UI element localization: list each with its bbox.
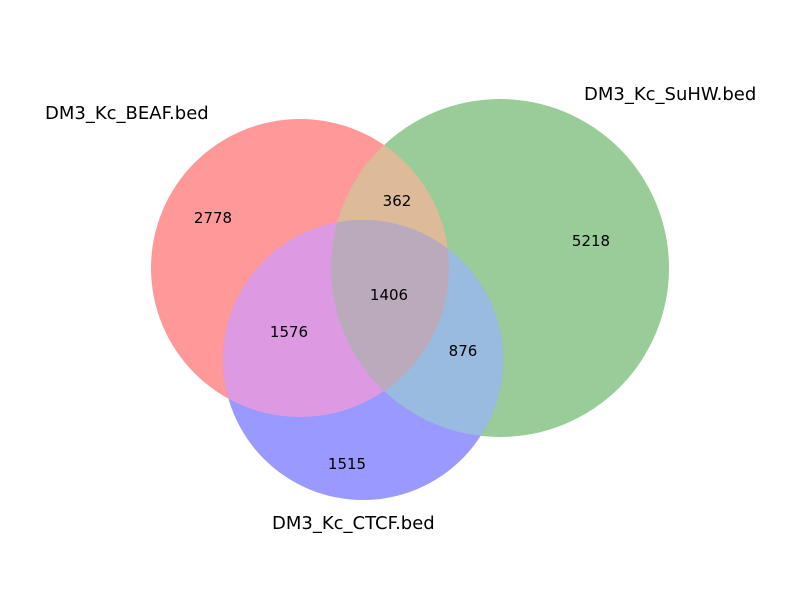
set-label-beaf: DM3_Kc_BEAF.bed [45,103,209,124]
count-beaf-only: 2778 [194,209,232,227]
set-label-ctcf: DM3_Kc_CTCF.bed [272,513,435,534]
count-all-three: 1406 [370,286,408,304]
count-beaf-ctcf: 1576 [270,323,308,341]
count-suhw-only: 5218 [572,232,610,250]
set-label-suhw: DM3_Kc_SuHW.bed [584,84,756,105]
overlap-all-three [331,220,449,417]
count-ctcf-only: 1515 [328,455,366,473]
count-suhw-ctcf: 876 [449,342,478,360]
count-beaf-suhw: 362 [383,192,412,210]
